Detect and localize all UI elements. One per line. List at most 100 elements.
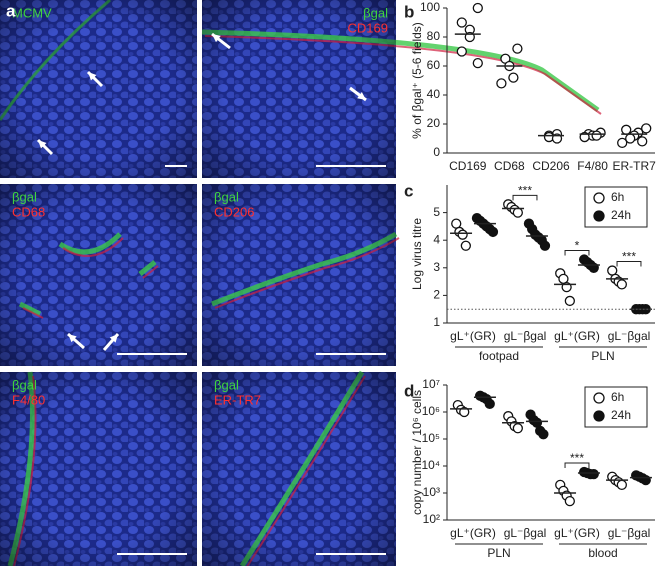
arrow-head	[68, 334, 77, 343]
y-tick-label: 3	[433, 260, 440, 274]
section-label: footpad	[479, 349, 519, 363]
data-point	[588, 468, 599, 480]
data-point	[456, 46, 467, 57]
legend-marker	[593, 210, 605, 222]
panel-label: d	[404, 381, 414, 400]
x-tick-label: ER-TR7	[613, 159, 657, 173]
stain-label: βgal	[363, 5, 388, 20]
x-tick-label: gL⁺(GR)	[554, 526, 600, 540]
y-tick-label: 2	[433, 288, 440, 302]
arrow-head	[109, 334, 118, 343]
legend-box	[584, 186, 648, 228]
data-point	[539, 240, 551, 251]
y-tick-label: 10⁴	[421, 458, 440, 472]
data-point	[616, 279, 627, 290]
x-tick-label: F4/80	[577, 159, 608, 173]
vignette	[202, 184, 396, 366]
vignette	[0, 0, 197, 178]
data-point	[472, 2, 483, 14]
y-tick-label: 100	[420, 0, 440, 14]
arrow-head	[38, 140, 47, 149]
section-label: blood	[588, 546, 617, 560]
x-tick-label: gL⁻βgal	[608, 526, 651, 540]
legend-box	[584, 386, 648, 428]
data-point	[617, 137, 628, 149]
section-label: PLN	[487, 546, 510, 560]
legend-marker	[593, 392, 605, 404]
vignette	[202, 0, 396, 178]
y-tick-label: 80	[427, 29, 441, 43]
significance-bracket	[564, 462, 590, 468]
x-tick-label: CD169	[449, 159, 487, 173]
data-point	[621, 124, 632, 135]
legend-label: 6h	[611, 390, 624, 404]
x-tick-label: CD206	[532, 159, 570, 173]
y-tick-label: 5	[433, 205, 440, 219]
legend-label: 24h	[611, 408, 631, 422]
x-tick-label: gL⁻βgal	[504, 329, 547, 343]
panel-label: b	[404, 2, 414, 21]
y-tick-label: 40	[427, 87, 441, 101]
y-tick-label: 0	[433, 145, 440, 159]
panel-label: a	[6, 1, 16, 20]
data-point	[591, 130, 602, 141]
stain-label: ER-TR7	[214, 392, 261, 407]
stain-label: βgal	[214, 377, 239, 392]
y-tick-label: 10³	[423, 485, 440, 499]
data-point	[512, 207, 523, 218]
vignette	[0, 184, 197, 366]
x-tick-label: gL⁺(GR)	[450, 526, 496, 540]
y-tick-label: 10⁶	[422, 404, 440, 418]
y-tick-label: 20	[427, 116, 441, 130]
y-tick-label: 10²	[423, 512, 440, 526]
stain-label: βgal	[12, 189, 37, 204]
data-point	[457, 229, 468, 240]
data-point	[456, 17, 467, 28]
significance-bracket	[512, 194, 538, 201]
y-tick-label: 10⁵	[422, 431, 440, 445]
data-point	[538, 429, 549, 440]
stain-label: F4/80	[12, 392, 45, 407]
arrow-head	[357, 92, 366, 100]
stain-label: βgal	[12, 377, 37, 392]
data-point	[487, 226, 499, 238]
significance-label: ***	[570, 451, 584, 465]
y-tick-label: 10⁷	[422, 377, 440, 391]
significance-label: ***	[622, 250, 636, 264]
y-tick-label: 60	[427, 58, 441, 72]
data-point	[512, 423, 523, 434]
data-point	[459, 406, 470, 418]
arrow-head	[88, 72, 97, 81]
section-label: PLN	[591, 349, 614, 363]
y-axis-label: Log virus titre	[410, 218, 424, 290]
legend-marker	[593, 410, 605, 422]
vignette	[0, 372, 197, 566]
x-tick-label: gL⁻βgal	[608, 329, 651, 343]
micrograph: MCMV	[0, 0, 197, 178]
data-point	[564, 295, 575, 307]
data-point	[508, 72, 519, 83]
stain-label: CD169	[348, 20, 388, 35]
data-point	[472, 57, 483, 69]
panel-label: c	[404, 181, 413, 200]
legend-marker	[593, 192, 605, 204]
x-tick-label: gL⁺(GR)	[450, 329, 496, 343]
y-tick-label: 4	[433, 232, 440, 246]
data-point	[637, 136, 648, 147]
x-tick-label: CD68	[494, 159, 525, 173]
legend-label: 6h	[611, 190, 624, 204]
data-point	[564, 495, 575, 507]
significance-bracket	[616, 261, 642, 267]
data-point	[484, 398, 495, 410]
x-tick-label: gL⁺(GR)	[554, 329, 600, 343]
y-axis-label: copy number / 10⁶ cells	[410, 390, 424, 515]
stain-label: βgal	[214, 189, 239, 204]
data-point	[616, 479, 627, 491]
x-tick-label: gL⁻βgal	[504, 526, 547, 540]
